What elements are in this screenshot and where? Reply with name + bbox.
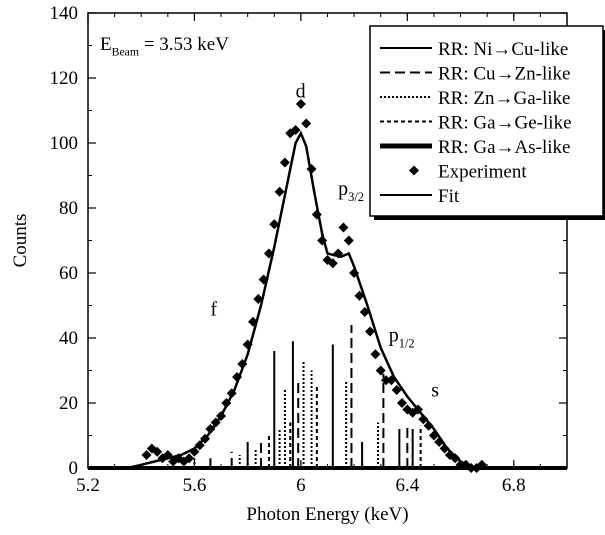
experiment-point (412, 404, 423, 415)
experiment-point (466, 463, 477, 473)
experiment-point (152, 446, 163, 457)
experiment-point (290, 125, 301, 135)
y-axis-label: Counts (10, 214, 31, 268)
experiment-point (476, 459, 487, 470)
peak-label: d (296, 81, 306, 103)
x-axis-label: Photon Energy (keV) (246, 504, 408, 525)
experiment-point (349, 268, 360, 278)
experiment-point (391, 385, 402, 395)
experiment-point (327, 258, 338, 269)
y-tick-label: 140 (50, 3, 79, 24)
experiment-point (386, 375, 397, 386)
legend-label: Experiment (438, 162, 527, 183)
experiment-point (189, 446, 200, 457)
experiment-point (450, 453, 461, 464)
experiment-point (455, 459, 466, 470)
y-tick-label: 100 (50, 133, 79, 154)
experiment-point (194, 440, 205, 451)
experiment-point (423, 420, 434, 431)
y-tick-label: 0 (69, 458, 79, 479)
experiment-point (333, 248, 344, 259)
y-tick-label: 60 (59, 263, 78, 284)
experiment-point (141, 450, 152, 460)
x-tick-label: 6.8 (502, 475, 526, 496)
experiment-point (162, 450, 173, 460)
experiment-point (274, 186, 285, 197)
legend-label: RR: Ga→Ge-like (438, 113, 572, 134)
experiment-point (418, 414, 429, 425)
experiment-point (295, 99, 306, 109)
experiment-point (301, 118, 312, 129)
x-tick-label: 5.2 (76, 475, 100, 496)
peak-label: p1/2 (389, 324, 415, 350)
experiment-point (226, 388, 237, 399)
experiment-point (210, 417, 221, 428)
experiment-point (359, 307, 370, 317)
beam-energy-annotation: EBeam = 3.53 keV (100, 34, 229, 59)
experiment-point (370, 349, 381, 360)
legend-label: RR: Cu→Zn-like (438, 64, 570, 85)
experiment-point (253, 294, 264, 304)
experiment-point (354, 290, 365, 301)
x-tick-label: 6.4 (395, 475, 419, 496)
experiment-point (263, 248, 274, 259)
experiment-point (216, 411, 227, 421)
experiment-point (237, 359, 248, 369)
experiment-point (306, 164, 317, 174)
experiment-point (428, 430, 439, 441)
experiment-point (343, 235, 354, 246)
experiment-point (242, 339, 253, 350)
experiment-point (375, 365, 386, 376)
legend-label: RR: Ga→As-like (438, 137, 570, 158)
experiment-point (232, 372, 243, 382)
peak-label: s (431, 380, 439, 402)
legend-label: RR: Ni→Cu-like (438, 39, 568, 60)
experiment-point (338, 222, 349, 233)
experiment-point (381, 375, 392, 386)
experiment-point (317, 235, 328, 246)
experiment-point (434, 437, 445, 447)
experiment-point (311, 209, 322, 220)
x-tick-label: 6 (296, 475, 306, 496)
experiment-point (365, 326, 376, 337)
x-tick-label: 5.6 (183, 475, 207, 496)
y-tick-label: 40 (59, 328, 78, 349)
experiment-point (269, 219, 280, 230)
legend-swatch-experiment (409, 165, 419, 176)
peak-label: p3/2 (338, 178, 364, 204)
experiment-point (184, 453, 195, 464)
experiment-point (397, 398, 408, 408)
y-tick-label: 120 (50, 68, 79, 89)
legend-label: RR: Zn→Ga-like (438, 88, 570, 109)
experiment-point (439, 443, 450, 454)
experiment-point (247, 316, 258, 327)
legend-label: Fit (438, 186, 460, 207)
y-tick-label: 20 (59, 393, 78, 414)
experiment-point (221, 398, 232, 408)
experiment-point (205, 424, 216, 434)
y-tick-label: 80 (59, 198, 78, 219)
peak-label: f (210, 298, 217, 320)
experiment-point (200, 433, 211, 444)
experiment-point (258, 274, 269, 285)
experiment-point (279, 157, 290, 168)
